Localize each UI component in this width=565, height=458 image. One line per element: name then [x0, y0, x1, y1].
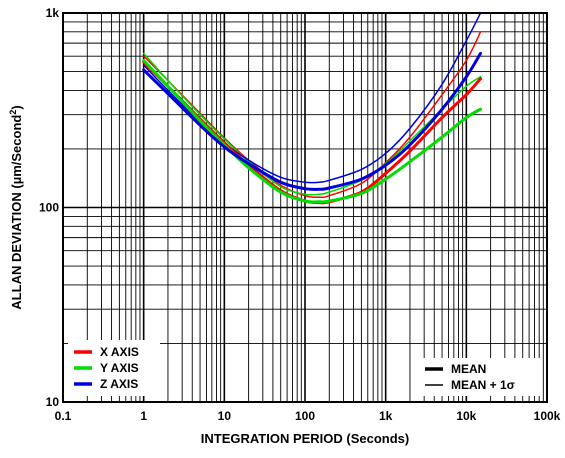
- y-tick-label: 10: [46, 395, 60, 409]
- y-axis-title-main: ALLAN DEVIATION (µm/Second: [9, 115, 24, 310]
- legend-style-label-mean-plus-sigma: MEAN + 1σ: [451, 378, 515, 392]
- y-axis-title: ALLAN DEVIATION (µm/Second2): [8, 105, 24, 309]
- legend-label-x: X AXIS: [100, 345, 139, 359]
- x-tick-label: 0.1: [55, 409, 72, 423]
- x-tick-label: 10: [218, 409, 232, 423]
- y-tick-label: 100: [39, 201, 59, 215]
- legend-label-y: Y AXIS: [100, 361, 139, 375]
- y-axis-title-superscript: 2: [8, 110, 18, 115]
- x-tick-label: 10k: [456, 409, 476, 423]
- series-x-mean-plus-sigma: [142, 31, 482, 199]
- x-tick-label: 1: [140, 409, 147, 423]
- plot-frame: [62, 12, 548, 403]
- y-axis-title-close: ): [9, 105, 24, 109]
- series-layer: [142, 12, 482, 205]
- grid-layer: [62, 13, 547, 403]
- legend-label-z: Z AXIS: [100, 377, 138, 391]
- legend-style-box: [418, 358, 542, 396]
- series-z-mean-plus-sigma: [142, 12, 482, 184]
- tick-layer: 0.1 1 10 100 1k 10k 100k 10 100 1k: [39, 6, 561, 423]
- x-axis-title: INTEGRATION PERIOD (Seconds): [201, 431, 410, 446]
- legend-color: X AXIS Y AXIS Z AXIS: [68, 340, 160, 396]
- legend-style-label-mean: MEAN: [451, 362, 486, 376]
- series-z-mean: [142, 51, 482, 191]
- x-tick-label: 1k: [379, 409, 393, 423]
- x-tick-label: 100: [295, 409, 315, 423]
- x-tick-label: 100k: [534, 409, 561, 423]
- series-y-mean: [142, 59, 482, 204]
- legend-style: MEAN MEAN + 1σ: [418, 358, 542, 396]
- series-x-mean: [142, 60, 482, 205]
- y-tick-label: 1k: [46, 6, 60, 20]
